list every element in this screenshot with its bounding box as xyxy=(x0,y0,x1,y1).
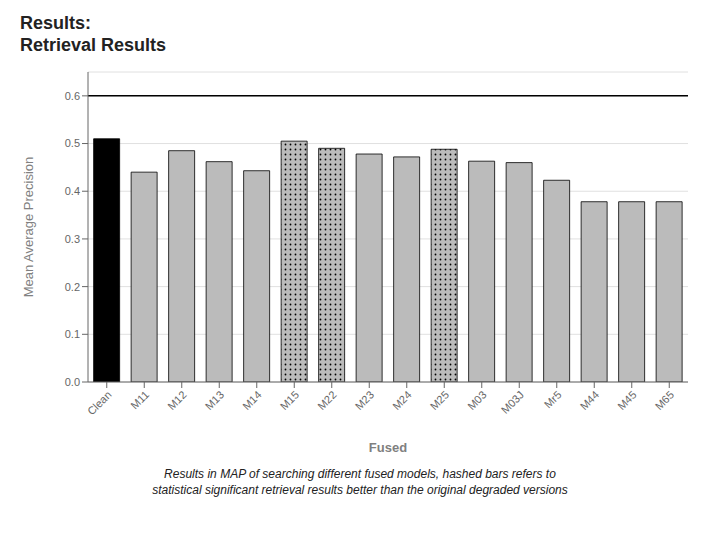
svg-text:M03: M03 xyxy=(465,388,489,412)
html-text:statistical significant retrie: statistical significant retrieval result… xyxy=(152,483,568,497)
svg-text:Mr5: Mr5 xyxy=(542,388,564,410)
svg-text:M15: M15 xyxy=(278,388,302,412)
svg-text:M24: M24 xyxy=(390,388,414,412)
svg-text:M23: M23 xyxy=(353,388,377,412)
svg-text:0.6: 0.6 xyxy=(65,90,80,102)
svg-text:Fused: Fused xyxy=(369,440,407,455)
svg-text:0.0: 0.0 xyxy=(65,376,80,388)
svg-text:M65: M65 xyxy=(653,388,677,412)
html-text:Results in MAP of searching di: Results in MAP of searching different fu… xyxy=(164,467,556,481)
svg-text:Mean Average Precision: Mean Average Precision xyxy=(21,157,36,298)
svg-text:0.4: 0.4 xyxy=(65,185,80,197)
svg-text:M12: M12 xyxy=(165,388,189,412)
svg-text:0.3: 0.3 xyxy=(65,233,80,245)
svg-text:M25: M25 xyxy=(428,388,452,412)
html-text:Results:: Results: xyxy=(20,13,91,33)
svg-text:Clean: Clean xyxy=(85,388,114,417)
svg-text:0.1: 0.1 xyxy=(65,328,80,340)
svg-text:M03J: M03J xyxy=(499,388,527,416)
svg-text:M44: M44 xyxy=(578,388,602,412)
svg-text:M22: M22 xyxy=(315,388,339,412)
svg-text:0.2: 0.2 xyxy=(65,281,80,293)
svg-text:0.5: 0.5 xyxy=(65,137,80,149)
html-text:Retrieval Results: Retrieval Results xyxy=(20,35,167,55)
svg-text:M45: M45 xyxy=(615,388,639,412)
svg-text:M11: M11 xyxy=(128,388,151,411)
svg-text:M14: M14 xyxy=(240,388,264,412)
svg-text:M13: M13 xyxy=(203,388,227,412)
